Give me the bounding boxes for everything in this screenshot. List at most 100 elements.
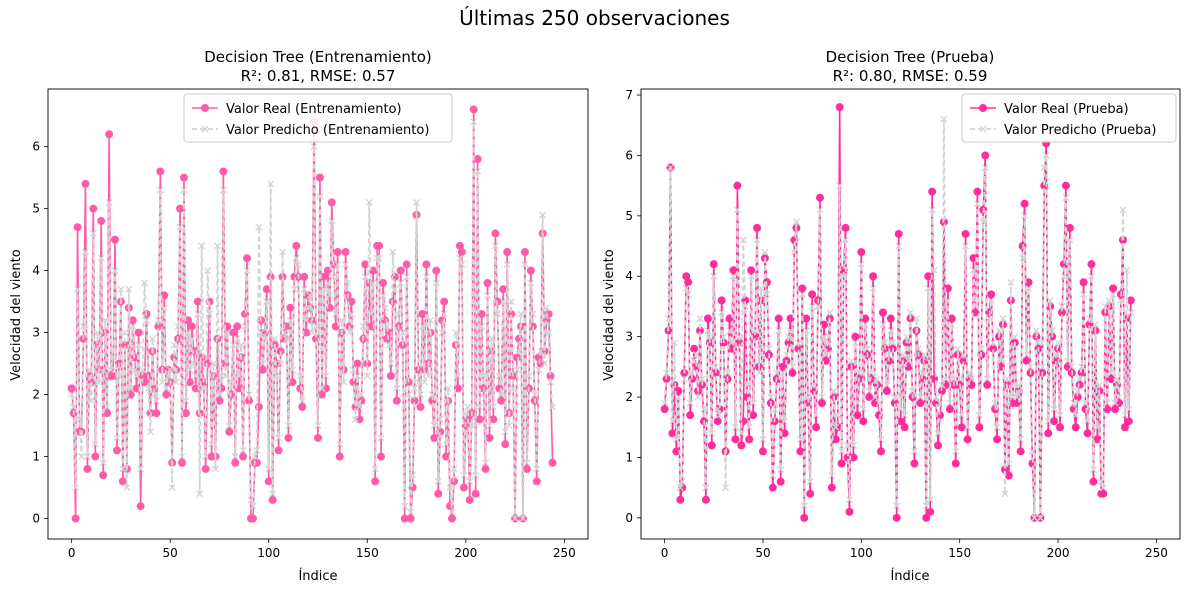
legend-box bbox=[961, 93, 1177, 143]
pred-point bbox=[357, 391, 365, 399]
real-point bbox=[97, 217, 106, 226]
y-tick-label: 0 bbox=[32, 512, 40, 526]
pred-point bbox=[971, 302, 979, 310]
pred-point bbox=[769, 472, 777, 480]
pred-point bbox=[952, 447, 960, 455]
real-point bbox=[225, 427, 234, 436]
pred-point bbox=[1105, 296, 1113, 304]
real-point bbox=[802, 314, 811, 323]
pred-point bbox=[812, 411, 820, 419]
real-point bbox=[375, 241, 384, 250]
pred-point bbox=[702, 484, 710, 492]
pred-point bbox=[176, 223, 184, 231]
x-tick-label: 0 bbox=[68, 546, 76, 560]
real-point bbox=[922, 513, 931, 522]
real-point bbox=[928, 187, 937, 196]
pred-point bbox=[135, 341, 143, 349]
real-point bbox=[1115, 399, 1124, 408]
pred-point bbox=[928, 206, 936, 214]
pred-point bbox=[160, 304, 168, 312]
real-point bbox=[335, 452, 344, 461]
pred-point bbox=[428, 391, 436, 399]
x-tick-label: 200 bbox=[454, 546, 477, 560]
pred-point bbox=[497, 391, 505, 399]
pred-point bbox=[523, 459, 531, 467]
real-point bbox=[300, 272, 309, 281]
real-point bbox=[1004, 471, 1013, 480]
real-point bbox=[674, 387, 683, 396]
real-point bbox=[71, 514, 80, 523]
pred-point bbox=[462, 409, 470, 417]
pred-point bbox=[389, 248, 397, 256]
pred-point bbox=[981, 164, 989, 171]
pred-point bbox=[529, 310, 537, 318]
legend-marker-pred bbox=[201, 125, 209, 133]
pred-point bbox=[942, 375, 950, 383]
pred-point bbox=[1119, 206, 1127, 214]
pred-point bbox=[993, 423, 1001, 431]
pred-point bbox=[436, 415, 444, 423]
pred-point bbox=[292, 254, 300, 262]
pred-point bbox=[936, 399, 944, 407]
real-point bbox=[774, 314, 783, 323]
pred-point bbox=[147, 428, 154, 436]
real-point bbox=[268, 495, 277, 504]
axes-frame bbox=[47, 88, 589, 540]
pred-point bbox=[326, 291, 334, 299]
pred-point bbox=[997, 357, 1005, 365]
pred-point bbox=[794, 339, 802, 347]
real-point bbox=[845, 507, 854, 516]
real-point bbox=[900, 423, 909, 432]
pred-point bbox=[229, 341, 237, 349]
pred-point bbox=[1027, 363, 1034, 371]
pred-point bbox=[547, 378, 555, 386]
pred-point bbox=[487, 335, 495, 343]
pred-point bbox=[802, 327, 810, 335]
pred-point bbox=[460, 471, 468, 479]
real-point bbox=[711, 368, 720, 377]
real-point bbox=[798, 284, 807, 293]
pred-point bbox=[397, 279, 405, 287]
pred-point bbox=[125, 285, 133, 293]
pred-point bbox=[233, 335, 241, 343]
pred-point bbox=[541, 360, 549, 368]
real-point bbox=[861, 314, 870, 323]
real-point bbox=[152, 409, 161, 418]
pred-point bbox=[247, 496, 255, 504]
real-point bbox=[951, 459, 960, 468]
pred-point bbox=[1011, 333, 1019, 341]
pred-point bbox=[1064, 357, 1072, 365]
pred-point bbox=[1095, 381, 1103, 389]
pred-point bbox=[1023, 351, 1031, 359]
pred-point bbox=[395, 310, 403, 318]
panel-title-line1: Decision Tree (Entrenamiento) bbox=[204, 48, 432, 66]
real-point bbox=[1109, 284, 1118, 293]
real-point bbox=[483, 279, 492, 288]
pred-point bbox=[172, 378, 180, 386]
pred-point bbox=[89, 229, 97, 237]
real-point bbox=[768, 483, 777, 492]
real-point bbox=[258, 365, 267, 374]
real-point bbox=[546, 371, 555, 380]
pred-point bbox=[787, 327, 794, 335]
y-axis-label: Velocidad del viento bbox=[9, 249, 24, 380]
real-point bbox=[459, 483, 468, 492]
real-point bbox=[989, 344, 998, 353]
pred-point bbox=[676, 484, 684, 492]
pred-point bbox=[103, 403, 111, 411]
pred-point bbox=[212, 465, 219, 473]
legend-marker-real bbox=[201, 104, 209, 112]
y-tick-label: 6 bbox=[32, 140, 40, 154]
x-tick-label: 100 bbox=[257, 546, 280, 560]
pred-point bbox=[442, 440, 450, 448]
real-point bbox=[440, 297, 449, 306]
pred-point bbox=[355, 403, 363, 411]
real-point bbox=[780, 429, 789, 438]
real-point bbox=[422, 260, 431, 269]
real-point bbox=[776, 477, 785, 486]
real-point bbox=[682, 272, 691, 281]
real-point bbox=[1000, 465, 1009, 474]
pred-point bbox=[411, 384, 419, 392]
pred-point bbox=[340, 378, 348, 386]
